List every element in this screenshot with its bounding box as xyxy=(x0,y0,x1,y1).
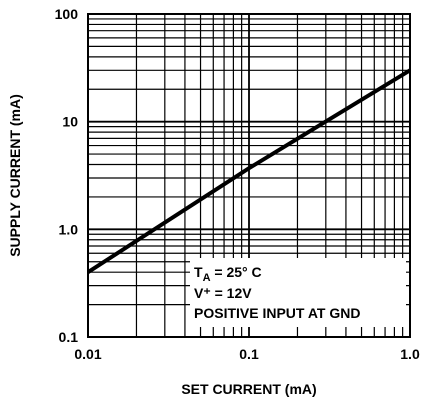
annotation-temperature: TA = 25° C xyxy=(194,264,262,284)
x-axis-title: SET CURRENT (mA) xyxy=(181,381,316,397)
annotation-temp-value: = 25° C xyxy=(211,264,262,280)
y-tick-label: 100 xyxy=(55,6,79,22)
y-tick-labels: 0.1 1.0 10 100 xyxy=(55,6,79,345)
x-tick-label: 1.0 xyxy=(400,346,420,362)
annotation-box: TA = 25° C V⁺ = 12V POSITIVE INPUT AT GN… xyxy=(190,258,406,327)
plot-frame xyxy=(87,13,411,338)
x-tick-label: 0.01 xyxy=(74,346,101,362)
y-axis-title: SUPPLY CURRENT (mA) xyxy=(7,94,23,257)
y-tick-label: 0.1 xyxy=(59,329,79,345)
annotation-t: T xyxy=(194,264,203,280)
annotation-voltage: V⁺ = 12V xyxy=(194,285,252,301)
annotation-t-subscript: A xyxy=(203,272,211,284)
x-tick-label: 0.1 xyxy=(239,346,259,362)
series-layer xyxy=(86,68,412,274)
y-tick-label: 1.0 xyxy=(59,221,79,237)
series-line-0 xyxy=(86,68,412,274)
y-tick-label: 10 xyxy=(62,114,78,130)
annotation-background xyxy=(190,258,406,327)
annotation-input: POSITIVE INPUT AT GND xyxy=(194,305,360,321)
x-tick-labels: 0.01 0.1 1.0 xyxy=(74,346,420,362)
